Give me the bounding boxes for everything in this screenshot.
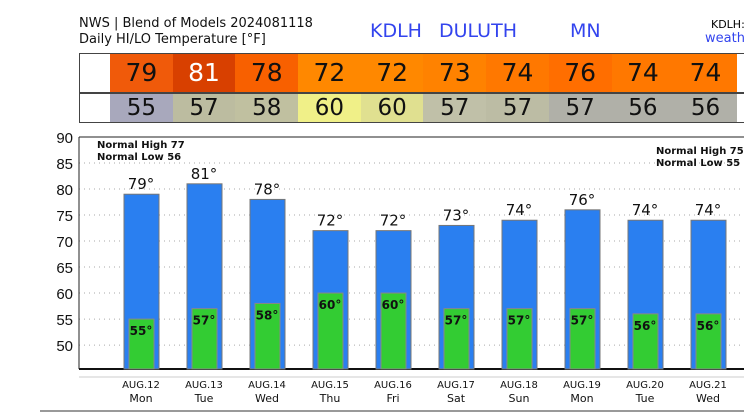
high-temp-cell: 74	[674, 54, 737, 92]
low-temp-cell: 60	[360, 94, 424, 122]
y-tick-label: 90	[56, 130, 73, 147]
high-label: 72°	[380, 212, 407, 230]
high-temp-cell: 72	[360, 54, 424, 92]
low-bar	[632, 313, 659, 370]
high-temp-cell: 74	[611, 54, 675, 92]
y-tick-label: 80	[56, 182, 73, 199]
low-temp-cell: 57	[486, 94, 549, 122]
normal-annotation-right: Normal Low 55	[656, 158, 740, 169]
low-temp-cell: 58	[235, 94, 299, 122]
high-label: 76°	[569, 191, 596, 209]
high-label: 79°	[128, 175, 155, 193]
x-tick-date: AUG.13	[185, 380, 223, 391]
x-tick-date: AUG.12	[122, 380, 160, 391]
x-tick-day: Fri	[386, 392, 399, 405]
high-temp-cell: 73	[423, 54, 487, 92]
x-tick-date: AUG.20	[626, 380, 664, 391]
y-tick-label: 50	[56, 338, 73, 355]
x-tick-day: Sun	[509, 392, 530, 405]
normal-annotation-right: Normal High 75	[656, 146, 744, 157]
normal-annotation-left: Normal High 77	[97, 140, 185, 151]
high-label: 74°	[695, 201, 722, 219]
x-tick-date: AUG.18	[500, 380, 538, 391]
low-label: 60°	[319, 298, 342, 312]
high-label: 72°	[317, 212, 344, 230]
x-tick-day: Tue	[635, 392, 655, 405]
low-label: 57°	[193, 314, 216, 328]
low-label: 58°	[256, 308, 279, 322]
x-tick-day: Sat	[447, 392, 466, 405]
x-tick-date: AUG.16	[374, 380, 412, 391]
high-label: 81°	[191, 165, 218, 183]
low-label: 56°	[697, 319, 720, 333]
y-tick-label: 85	[56, 156, 73, 173]
x-tick-day: Wed	[696, 392, 720, 405]
low-bar	[317, 292, 344, 370]
right-label: KDLH:	[711, 18, 744, 31]
x-tick-day: Thu	[319, 392, 341, 405]
low-label: 57°	[571, 314, 594, 328]
city-name: DULUTH	[439, 20, 517, 42]
low-temp-row: 55 57 58 60 60 57 57 57 56 56	[79, 93, 744, 123]
x-tick-date: AUG.17	[437, 380, 475, 391]
low-bar	[569, 308, 596, 370]
high-temp-cell: 74	[486, 54, 549, 92]
title-line2: Daily HI/LO Temperature [°F]	[79, 32, 266, 47]
high-label: 73°	[443, 206, 470, 224]
x-tick-date: AUG.14	[248, 380, 286, 391]
low-bar	[254, 302, 281, 370]
y-tick-label: 60	[56, 286, 73, 303]
x-tick-date: AUG.19	[563, 380, 601, 391]
weather-link[interactable]: weath	[705, 31, 744, 46]
x-tick-day: Wed	[255, 392, 279, 405]
y-tick-label: 75	[56, 208, 73, 225]
y-tick-label: 65	[56, 260, 73, 277]
low-temp-cell: 60	[298, 94, 361, 122]
low-label: 60°	[382, 298, 405, 312]
high-temp-cell: 72	[298, 54, 361, 92]
x-tick-day: Mon	[129, 392, 152, 405]
low-label: 56°	[634, 319, 657, 333]
low-temp-cell: 56	[611, 94, 675, 122]
high-temp-cell: 81	[172, 54, 236, 92]
title-line1: NWS | Blend of Models 2024081118	[79, 16, 313, 31]
low-temp-cell: 55	[110, 94, 173, 122]
high-label: 74°	[632, 201, 659, 219]
high-label: 74°	[506, 201, 533, 219]
low-bar	[506, 308, 533, 370]
x-tick-day: Tue	[194, 392, 214, 405]
chart-title: NWS | Blend of Models 2024081118 Daily HI…	[79, 16, 313, 48]
y-tick-label: 55	[56, 312, 73, 329]
x-tick-day: Mon	[570, 392, 593, 405]
low-bar	[443, 308, 470, 370]
station-id: KDLH	[370, 20, 422, 42]
low-bar	[191, 308, 218, 370]
low-temp-cell: 57	[172, 94, 236, 122]
low-temp-cell: 57	[548, 94, 612, 122]
high-temp-cell: 76	[548, 54, 612, 92]
low-bar	[695, 313, 722, 370]
high-temp-cell: 79	[110, 54, 173, 92]
low-label: 57°	[445, 314, 468, 328]
low-label: 55°	[130, 324, 153, 338]
low-temp-cell: 57	[423, 94, 487, 122]
low-label: 57°	[508, 314, 531, 328]
x-tick-date: AUG.15	[311, 380, 349, 391]
low-bar	[380, 292, 407, 370]
y-tick-label: 70	[56, 234, 73, 251]
high-temp-row: 79 81 78 72 72 73 74 76 74 74	[79, 53, 744, 93]
state-name: MN	[570, 20, 601, 42]
high-label: 78°	[254, 180, 281, 198]
low-temp-cell: 56	[674, 94, 737, 122]
x-tick-date: AUG.21	[689, 380, 727, 391]
high-temp-cell: 78	[235, 54, 299, 92]
normal-annotation-left: Normal Low 56	[97, 152, 181, 163]
low-bar	[128, 318, 155, 370]
